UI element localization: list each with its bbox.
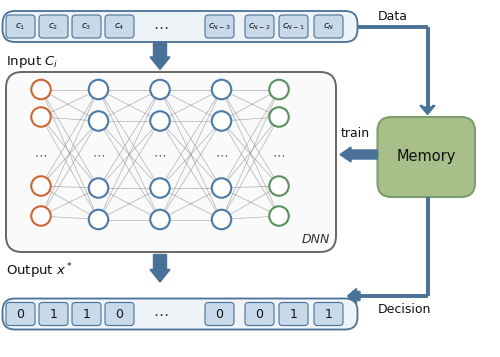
Circle shape [89,111,108,131]
FancyBboxPatch shape [6,72,336,252]
FancyBboxPatch shape [314,302,343,326]
Circle shape [269,176,289,196]
Circle shape [269,206,289,226]
Circle shape [150,178,170,198]
FancyBboxPatch shape [314,15,343,38]
Text: 0: 0 [256,307,264,321]
Circle shape [212,210,231,229]
Circle shape [212,80,231,99]
Text: $c_1$: $c_1$ [16,21,26,32]
Text: $c_{N-3}$: $c_{N-3}$ [208,21,231,32]
Circle shape [150,111,170,131]
Text: $c_{N-1}$: $c_{N-1}$ [282,21,305,32]
Text: train: train [340,126,370,140]
Polygon shape [150,255,170,282]
FancyBboxPatch shape [2,11,358,42]
Circle shape [31,206,51,226]
Circle shape [212,178,231,198]
Text: 0: 0 [216,307,224,321]
FancyBboxPatch shape [279,302,308,326]
Text: 1: 1 [82,307,90,321]
Text: DNN: DNN [302,233,330,246]
FancyBboxPatch shape [378,117,475,197]
Text: 1: 1 [290,307,298,321]
Circle shape [269,80,289,99]
Text: $\cdots$: $\cdots$ [154,307,168,322]
Text: $\cdots$: $\cdots$ [34,148,48,161]
Text: $\cdots$: $\cdots$ [154,19,168,34]
FancyBboxPatch shape [205,302,234,326]
Text: 1: 1 [50,307,58,321]
Text: 0: 0 [16,307,24,321]
Text: Input $C_i$: Input $C_i$ [6,54,59,70]
FancyBboxPatch shape [205,15,234,38]
FancyBboxPatch shape [72,15,101,38]
FancyBboxPatch shape [279,15,308,38]
Polygon shape [150,42,170,70]
Circle shape [269,107,289,127]
Text: 0: 0 [116,307,124,321]
Circle shape [150,210,170,229]
Text: 1: 1 [324,307,332,321]
Circle shape [89,210,108,229]
FancyBboxPatch shape [245,302,274,326]
FancyBboxPatch shape [245,15,274,38]
Circle shape [89,178,108,198]
Text: $\cdots$: $\cdots$ [92,148,105,161]
FancyBboxPatch shape [105,15,134,38]
Circle shape [31,107,51,127]
FancyBboxPatch shape [72,302,101,326]
Circle shape [31,80,51,99]
Circle shape [89,80,108,99]
FancyBboxPatch shape [39,302,68,326]
Text: $c_{N-2}$: $c_{N-2}$ [248,21,271,32]
Polygon shape [420,106,435,115]
FancyBboxPatch shape [6,302,35,326]
Text: $\cdots$: $\cdots$ [154,148,166,161]
Polygon shape [348,288,360,303]
Text: $c_N$: $c_N$ [322,21,334,32]
Text: Memory: Memory [396,150,456,165]
Text: $\cdots$: $\cdots$ [215,148,228,161]
Text: Output $x^*$: Output $x^*$ [6,261,72,281]
FancyBboxPatch shape [2,298,358,330]
Text: $c_2$: $c_2$ [48,21,58,32]
Polygon shape [340,147,378,162]
Text: Decision: Decision [378,303,431,316]
Circle shape [150,80,170,99]
Text: Data: Data [378,10,408,22]
Circle shape [212,111,231,131]
Circle shape [31,176,51,196]
FancyBboxPatch shape [105,302,134,326]
FancyBboxPatch shape [6,15,35,38]
Text: $\cdots$: $\cdots$ [272,148,285,161]
Text: $c_3$: $c_3$ [82,21,92,32]
FancyBboxPatch shape [39,15,68,38]
Text: $c_4$: $c_4$ [114,21,125,32]
